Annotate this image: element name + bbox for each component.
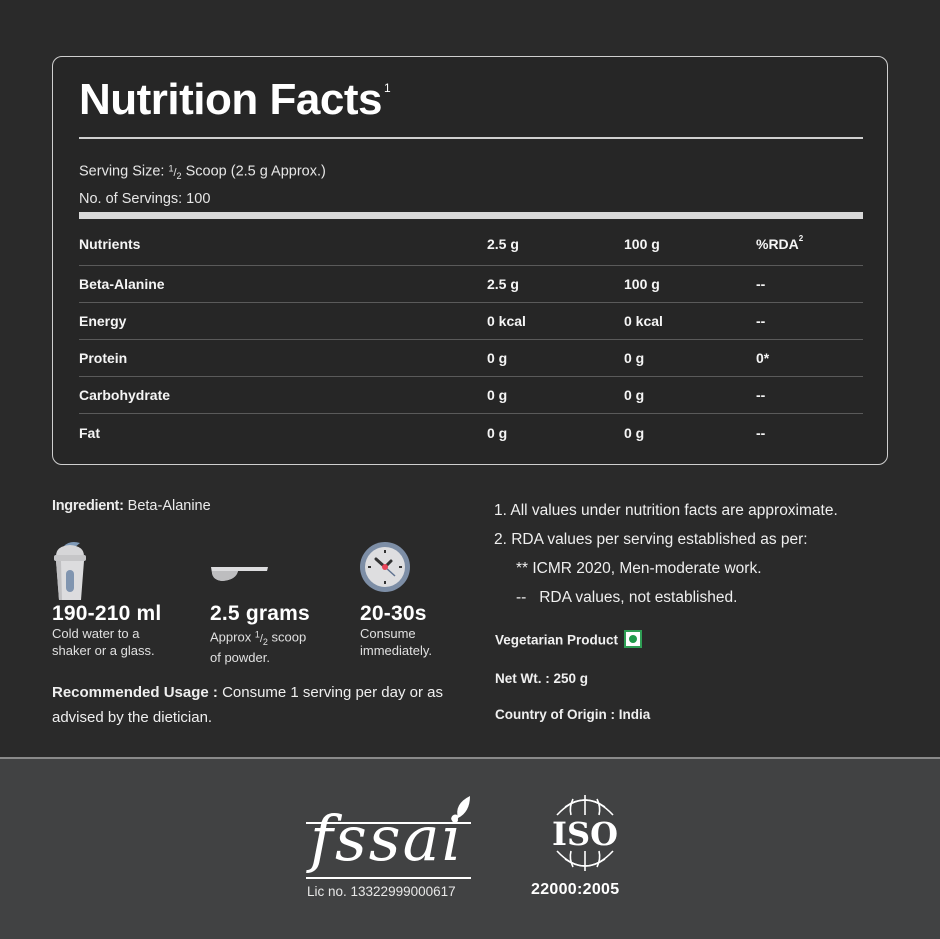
step-amount: 20-30s	[360, 602, 427, 625]
servings-count: No. of Servings: 100	[79, 190, 211, 207]
scoop-fraction: 1/2	[254, 629, 268, 647]
step-desc-line1: Consume	[360, 626, 416, 641]
footnotes: 1. All values under nutrition facts are …	[494, 496, 838, 612]
title-divider	[79, 137, 863, 139]
per-serving-value: 0 g	[487, 350, 508, 366]
serving-size-label: Serving Size:	[79, 163, 165, 180]
vegetarian-line: Vegetarian Product	[495, 630, 643, 650]
footnote-not-established: -- RDA values, not established.	[516, 589, 738, 606]
table-row: Fat 0 g 0 g --	[79, 414, 863, 451]
clock-icon	[360, 540, 510, 602]
per-100g-value: 0 g	[624, 424, 645, 441]
table-row: Beta-Alanine 2.5 g 100 g --	[79, 266, 863, 303]
usage-text: Consume 1 serving per day or as advised …	[52, 684, 444, 726]
step-desc-line2: shaker or a glass.	[52, 642, 155, 658]
title-footnote: 1	[383, 81, 391, 95]
country-of-origin: Country of Origin : India	[495, 707, 651, 722]
per-serving-value: 0 g	[487, 387, 508, 403]
recommended-usage: Recommended Usage : Consume 1 serving pe…	[52, 680, 482, 730]
footnote-2: 2. RDA values per serving established as…	[494, 531, 808, 548]
leaf-icon	[452, 796, 470, 823]
rda-value: --	[756, 276, 766, 292]
serving-size-fraction: 1/2	[168, 163, 182, 181]
header-rda: %RDA2	[756, 233, 863, 252]
fssai-top-rule	[306, 822, 471, 824]
fraction-numerator: 1	[168, 163, 174, 173]
step-desc-line1: Cold water to a	[52, 626, 140, 641]
table-header-row: Nutrients 2.5 g 100 g %RDA2	[79, 222, 863, 266]
rda-value: 0*	[756, 350, 770, 366]
per-100g-value: 0 g	[624, 350, 645, 366]
rda-footnote: 2	[798, 233, 804, 243]
fssai-bottom-rule	[306, 877, 471, 879]
ingredient-value: Beta-Alanine	[127, 498, 211, 514]
serving-size: Serving Size: 1/2 Scoop (2.5 g Approx.)	[79, 157, 326, 188]
per-serving-value: 2.5 g	[487, 276, 519, 292]
thick-divider	[79, 212, 863, 219]
nutrient-name: Beta-Alanine	[79, 276, 165, 292]
serving-size-value: Scoop (2.5 g Approx.)	[185, 163, 326, 180]
usage-label: Recommended Usage :	[52, 684, 218, 701]
ingredient-line: Ingredient: Beta-Alanine	[52, 498, 211, 514]
net-weight: Net Wt. : 250 g	[495, 671, 589, 686]
step-desc-line2: of powder.	[210, 650, 270, 666]
rda-label: %RDA	[756, 235, 799, 252]
header-per-100g: 100 g	[624, 235, 660, 252]
nutrient-name: Fat	[79, 424, 100, 441]
table-row: Energy 0 kcal 0 kcal --	[79, 303, 863, 340]
veg-mark-icon	[624, 630, 643, 648]
per-100g-value: 0 kcal	[624, 313, 663, 329]
footnote-icmr: ** ICMR 2020, Men-moderate work.	[516, 560, 762, 577]
per-serving-value: 0 g	[487, 424, 508, 441]
step-water: 190-210 ml Cold water to a shaker or a g…	[52, 540, 202, 659]
table-row: Carbohydrate 0 g 0 g --	[79, 377, 863, 414]
per-serving-value: 0 kcal	[487, 313, 526, 329]
step-scoop: 2.5 grams Approx 1/2 scoop of powder.	[210, 540, 360, 667]
header-nutrients: Nutrients	[79, 235, 141, 252]
step-time: 20-30s Consume immediately.	[360, 540, 510, 659]
step-desc-line2: immediately.	[360, 642, 433, 658]
step-desc-line1: Approx 1/2 scoop	[210, 626, 360, 650]
rda-value: --	[756, 387, 766, 403]
iso-logo: ISO	[535, 793, 635, 873]
footnote-1: 1. All values under nutrition facts are …	[494, 502, 838, 519]
shaker-bottle-icon	[52, 540, 202, 602]
nutrient-name: Protein	[79, 350, 128, 366]
svg-text:ISO: ISO	[552, 815, 618, 853]
iso-standard-number: 22000:2005	[531, 881, 620, 898]
header-per-serving: 2.5 g	[487, 235, 519, 252]
title-text: Nutrition Facts	[79, 75, 382, 124]
step-amount: 2.5 grams	[210, 602, 310, 625]
rda-value: --	[756, 313, 766, 329]
desc-post: scoop	[271, 629, 307, 645]
nutrient-name: Carbohydrate	[79, 387, 171, 403]
fraction-denominator: 2	[176, 170, 182, 181]
per-100g-value: 0 g	[624, 387, 645, 403]
nutrition-table: Nutrients 2.5 g 100 g %RDA2 Beta-Alanine…	[79, 222, 863, 451]
step-amount: 190-210 ml	[52, 602, 162, 625]
fraction-numerator: 1	[254, 629, 260, 639]
nutrition-facts-title: Nutrition Facts 1	[79, 75, 391, 125]
serving-info: Serving Size: 1/2 Scoop (2.5 g Approx.) …	[79, 157, 326, 211]
table-row: Protein 0 g 0 g 0*	[79, 340, 863, 377]
nutrition-facts-panel: Nutrition Facts 1 Serving Size: 1/2 Scoop…	[52, 56, 888, 465]
fssai-wordmark: fssai	[310, 802, 464, 875]
ingredient-label: Ingredient:	[52, 498, 124, 514]
desc-pre: Approx	[210, 629, 252, 645]
nutrient-name: Energy	[79, 313, 127, 329]
scoop-icon	[210, 540, 360, 602]
fraction-denominator: 2	[262, 636, 268, 647]
vegetarian-label: Vegetarian Product	[495, 632, 619, 648]
rda-value: --	[756, 424, 766, 441]
certifications-band: fssai Lic no. 13322999000617 ISO 2200	[0, 757, 940, 939]
per-100g-value: 100 g	[624, 276, 660, 292]
fssai-logo: fssai	[300, 792, 480, 902]
fssai-license-number: Lic no. 13322999000617	[307, 884, 456, 899]
